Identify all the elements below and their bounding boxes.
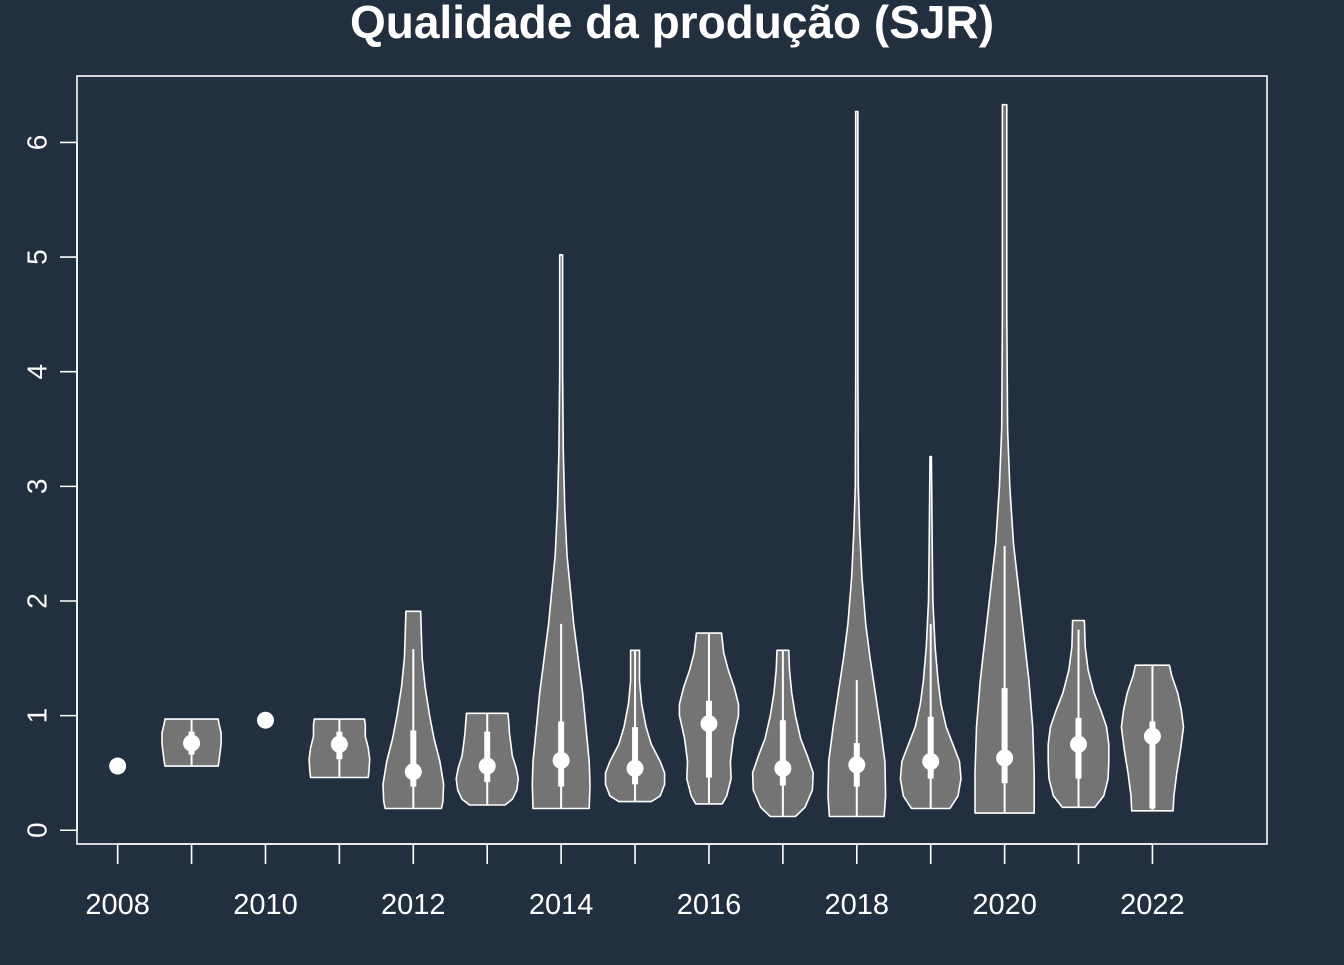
violin-2013 <box>455 712 520 806</box>
violin-2017 <box>751 649 814 818</box>
median-point <box>330 735 348 753</box>
median-point <box>256 711 274 729</box>
median-point <box>183 734 201 752</box>
violin-2018 <box>827 110 887 818</box>
median-point <box>848 756 866 774</box>
violin-2009 <box>161 718 222 767</box>
violin-body <box>827 110 887 818</box>
x-tick-label: 2014 <box>529 889 594 921</box>
violins <box>109 103 1185 818</box>
violin-2012 <box>382 610 445 810</box>
median-point <box>996 749 1014 767</box>
median-point <box>1070 735 1088 753</box>
violin-body <box>974 103 1035 814</box>
x-tick-label: 2008 <box>85 889 150 921</box>
y-tick-label: 0 <box>22 822 53 838</box>
median-point <box>552 751 570 769</box>
median-point <box>626 759 644 777</box>
x-tick-label: 2016 <box>677 889 742 921</box>
x-tick-label: 2012 <box>381 889 446 921</box>
chart-title: Qualidade da produção (SJR) <box>350 0 994 48</box>
violin-2015 <box>604 649 666 803</box>
violin-2011 <box>308 718 371 779</box>
violin-2019 <box>899 455 962 810</box>
median-point <box>922 752 940 770</box>
y-tick-label: 6 <box>22 135 53 151</box>
x-tick-label: 2018 <box>825 889 890 921</box>
violin-2010 <box>256 711 274 729</box>
x-tick-label: 2010 <box>233 889 298 921</box>
median-point <box>774 759 792 777</box>
y-axis: 0 1 2 3 4 5 6 <box>22 135 78 838</box>
y-tick-label: 3 <box>22 479 53 495</box>
y-tick-label: 5 <box>22 249 53 265</box>
median-point <box>404 763 422 781</box>
x-axis: 2008 2010 2012 2014 2016 2018 2020 2022 <box>85 843 1185 921</box>
violin-2022 <box>1120 664 1185 812</box>
y-tick-label: 4 <box>22 364 53 380</box>
violin-2008 <box>109 757 127 775</box>
violin-2016 <box>678 632 740 805</box>
x-tick-label: 2022 <box>1120 889 1185 921</box>
violin-2014 <box>531 254 591 810</box>
median-point <box>1143 727 1161 745</box>
x-tick-label: 2020 <box>972 889 1037 921</box>
y-tick-label: 1 <box>22 708 53 724</box>
median-point <box>478 757 496 775</box>
median-point <box>109 757 127 775</box>
violin-body <box>531 254 591 810</box>
median-point <box>700 715 718 733</box>
violin-2020 <box>974 103 1035 814</box>
y-tick-label: 2 <box>22 593 53 609</box>
violin-2021 <box>1047 619 1110 809</box>
